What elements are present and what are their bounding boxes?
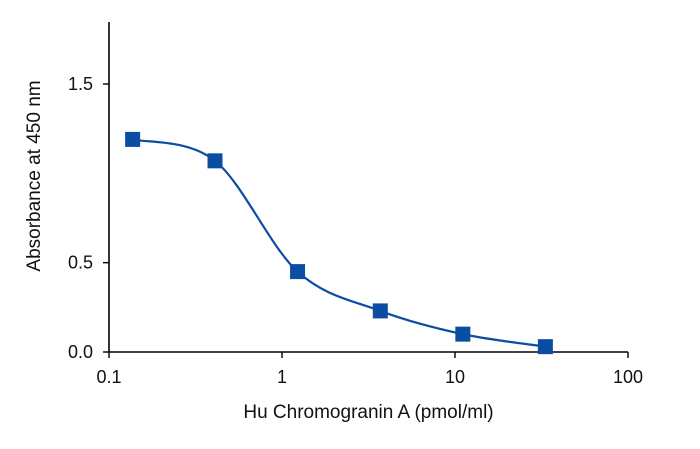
- y-tick-label: 0.5: [68, 253, 93, 273]
- y-tick-label: 0.0: [68, 342, 93, 362]
- data-point-marker: [372, 303, 388, 319]
- y-tick-label: 1.5: [68, 74, 93, 94]
- x-tick-label: 10: [445, 367, 465, 387]
- data-point-marker: [455, 326, 471, 342]
- ticks: 0.0 0.5 1.5 0.1 1 10 100: [68, 74, 643, 387]
- data-point-marker: [125, 131, 141, 147]
- series-line: [132, 138, 546, 348]
- series: [125, 131, 553, 355]
- data-point-marker: [207, 153, 223, 169]
- y-axis-title: Absorbance at 450 nm: [24, 80, 45, 271]
- x-axis-title: Hu Chromogranin A (pmol/ml): [243, 402, 493, 423]
- data-point-marker: [290, 264, 306, 280]
- x-tick-label: 1: [277, 367, 287, 387]
- axes: [108, 22, 628, 353]
- data-point-marker: [537, 339, 553, 355]
- x-tick-label: 0.1: [96, 367, 121, 387]
- x-tick-label: 100: [613, 367, 643, 387]
